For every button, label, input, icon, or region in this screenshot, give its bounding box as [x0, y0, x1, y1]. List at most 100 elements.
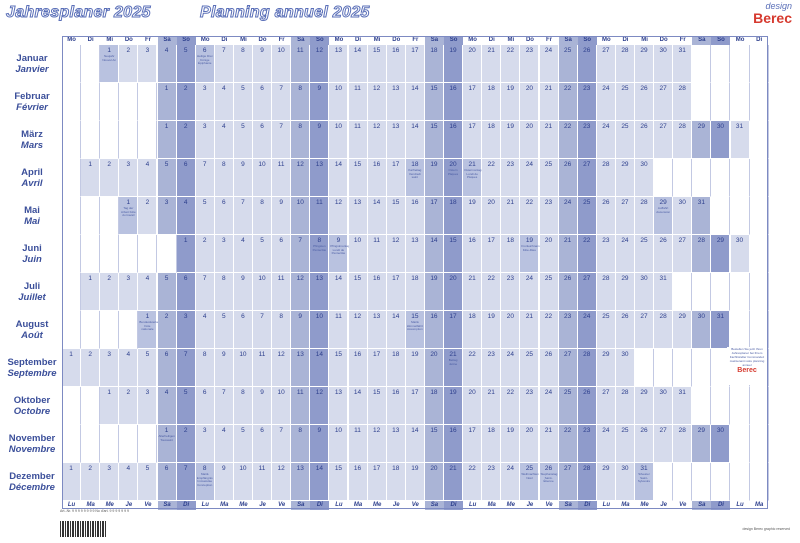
day-cell[interactable]: 24	[520, 159, 540, 197]
day-cell[interactable]: 16	[444, 121, 464, 159]
day-cell[interactable]: 30	[711, 425, 731, 463]
day-cell[interactable]: 12	[310, 387, 330, 425]
day-cell[interactable]: 29	[635, 45, 655, 83]
day-cell[interactable]: 5	[233, 121, 253, 159]
day-cell[interactable]: 4	[119, 463, 139, 501]
day-cell[interactable]: 22	[501, 45, 521, 83]
day-cell[interactable]: 6	[272, 235, 292, 273]
day-cell[interactable]: 23	[501, 159, 521, 197]
day-cell[interactable]: 24	[558, 197, 578, 235]
day-cell[interactable]: 16	[367, 273, 387, 311]
day-cell[interactable]: 2	[138, 197, 158, 235]
day-cell[interactable]: 8	[291, 121, 311, 159]
day-cell[interactable]: 9	[233, 159, 253, 197]
day-cell[interactable]: 3	[214, 235, 234, 273]
day-cell[interactable]: 17	[386, 159, 406, 197]
day-cell[interactable]: 27	[558, 463, 578, 501]
day-cell[interactable]: 27	[673, 235, 693, 273]
day-cell[interactable]: 7	[291, 235, 311, 273]
day-cell[interactable]: 21	[463, 273, 483, 311]
day-cell[interactable]: 23	[596, 235, 616, 273]
day-cell[interactable]: 6	[214, 197, 234, 235]
day-cell[interactable]: 31 Silvester Saint-Sylvestre	[635, 463, 655, 501]
day-cell[interactable]: 2	[100, 273, 120, 311]
day-cell[interactable]: 25	[615, 121, 635, 159]
day-cell[interactable]: 6	[253, 425, 273, 463]
day-cell[interactable]: 15	[424, 121, 444, 159]
day-cell[interactable]: 9	[310, 121, 330, 159]
day-cell[interactable]: 3	[195, 83, 215, 121]
day-cell[interactable]: 3	[138, 45, 158, 83]
day-cell[interactable]: 12	[367, 83, 387, 121]
day-cell[interactable]: 4	[214, 425, 234, 463]
day-cell[interactable]: 7	[214, 45, 234, 83]
day-cell[interactable]: 22	[539, 311, 559, 349]
day-cell[interactable]: 26	[635, 121, 655, 159]
day-cell[interactable]: 20	[463, 387, 483, 425]
day-cell[interactable]: 4	[119, 349, 139, 387]
day-cell[interactable]: 9	[310, 425, 330, 463]
day-cell[interactable]: 3	[138, 387, 158, 425]
day-cell[interactable]: 17	[367, 463, 387, 501]
day-cell[interactable]: 20	[444, 273, 464, 311]
day-cell[interactable]: 29	[615, 159, 635, 197]
day-cell[interactable]: 13	[386, 83, 406, 121]
day-cell[interactable]: 10	[253, 159, 273, 197]
day-cell[interactable]: 12	[367, 425, 387, 463]
day-cell[interactable]: 17	[386, 273, 406, 311]
day-cell[interactable]: 3	[119, 159, 139, 197]
day-cell[interactable]: 29	[615, 273, 635, 311]
day-cell[interactable]: 15	[348, 159, 368, 197]
day-cell[interactable]: 16	[424, 311, 444, 349]
day-cell[interactable]: 12	[272, 463, 292, 501]
day-cell[interactable]: 28	[635, 197, 655, 235]
day-cell[interactable]: 22	[558, 121, 578, 159]
day-cell[interactable]: 9	[253, 45, 273, 83]
day-cell[interactable]: 31	[673, 387, 693, 425]
day-cell[interactable]: 26	[577, 45, 597, 83]
day-cell[interactable]: 29	[596, 463, 616, 501]
day-cell[interactable]: 10	[272, 45, 292, 83]
day-cell[interactable]: 4	[176, 197, 196, 235]
day-cell[interactable]: 22	[558, 425, 578, 463]
day-cell[interactable]: 19	[444, 387, 464, 425]
day-cell[interactable]: 30	[615, 463, 635, 501]
day-cell[interactable]: 11	[272, 273, 292, 311]
day-cell[interactable]: 9	[272, 197, 292, 235]
day-cell[interactable]: 10	[329, 425, 349, 463]
day-cell[interactable]: 21	[501, 197, 521, 235]
day-cell[interactable]: 26	[539, 349, 559, 387]
day-cell[interactable]: 26	[558, 273, 578, 311]
day-cell[interactable]: 16	[405, 197, 425, 235]
day-cell[interactable]: 17	[463, 83, 483, 121]
day-cell[interactable]: 25	[577, 197, 597, 235]
day-cell[interactable]: 18	[463, 311, 483, 349]
day-cell[interactable]: 8	[253, 197, 273, 235]
day-cell[interactable]: 4	[157, 387, 177, 425]
day-cell[interactable]: 11	[348, 83, 368, 121]
day-cell[interactable]: 22	[463, 349, 483, 387]
day-cell[interactable]: 12	[310, 45, 330, 83]
day-cell[interactable]: 8	[291, 425, 311, 463]
day-cell[interactable]: 7	[272, 425, 292, 463]
day-cell[interactable]: 31	[730, 121, 750, 159]
day-cell[interactable]: 10	[329, 121, 349, 159]
day-cell[interactable]: 20	[520, 83, 540, 121]
day-cell[interactable]: 25	[558, 45, 578, 83]
day-cell[interactable]: 17	[367, 349, 387, 387]
day-cell[interactable]: 12	[291, 273, 311, 311]
day-cell[interactable]: 1	[81, 159, 101, 197]
day-cell[interactable]: 2	[176, 121, 196, 159]
day-cell[interactable]: 28	[615, 387, 635, 425]
day-cell[interactable]: 16	[386, 45, 406, 83]
day-cell[interactable]: 25	[615, 83, 635, 121]
day-cell[interactable]: 10	[348, 235, 368, 273]
day-cell[interactable]: 30	[730, 235, 750, 273]
day-cell[interactable]: 2	[176, 425, 196, 463]
day-cell[interactable]: 26	[577, 387, 597, 425]
day-cell[interactable]: 27	[596, 387, 616, 425]
day-cell[interactable]: 17	[482, 235, 502, 273]
day-cell[interactable]: 30	[654, 387, 674, 425]
day-cell[interactable]: 20 Ostern Pâques	[444, 159, 464, 197]
day-cell[interactable]: 26	[635, 83, 655, 121]
